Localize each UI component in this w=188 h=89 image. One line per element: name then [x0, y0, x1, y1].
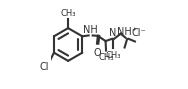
Text: N: N: [109, 28, 117, 38]
Text: NH⁺: NH⁺: [117, 27, 137, 37]
Text: Cl⁻: Cl⁻: [132, 28, 146, 38]
Text: NH: NH: [83, 25, 98, 35]
Text: CH₃: CH₃: [98, 53, 114, 62]
Text: CH₃: CH₃: [105, 51, 121, 60]
Text: CH₃: CH₃: [60, 9, 76, 18]
Text: Cl: Cl: [39, 62, 49, 72]
Text: O: O: [94, 48, 102, 58]
